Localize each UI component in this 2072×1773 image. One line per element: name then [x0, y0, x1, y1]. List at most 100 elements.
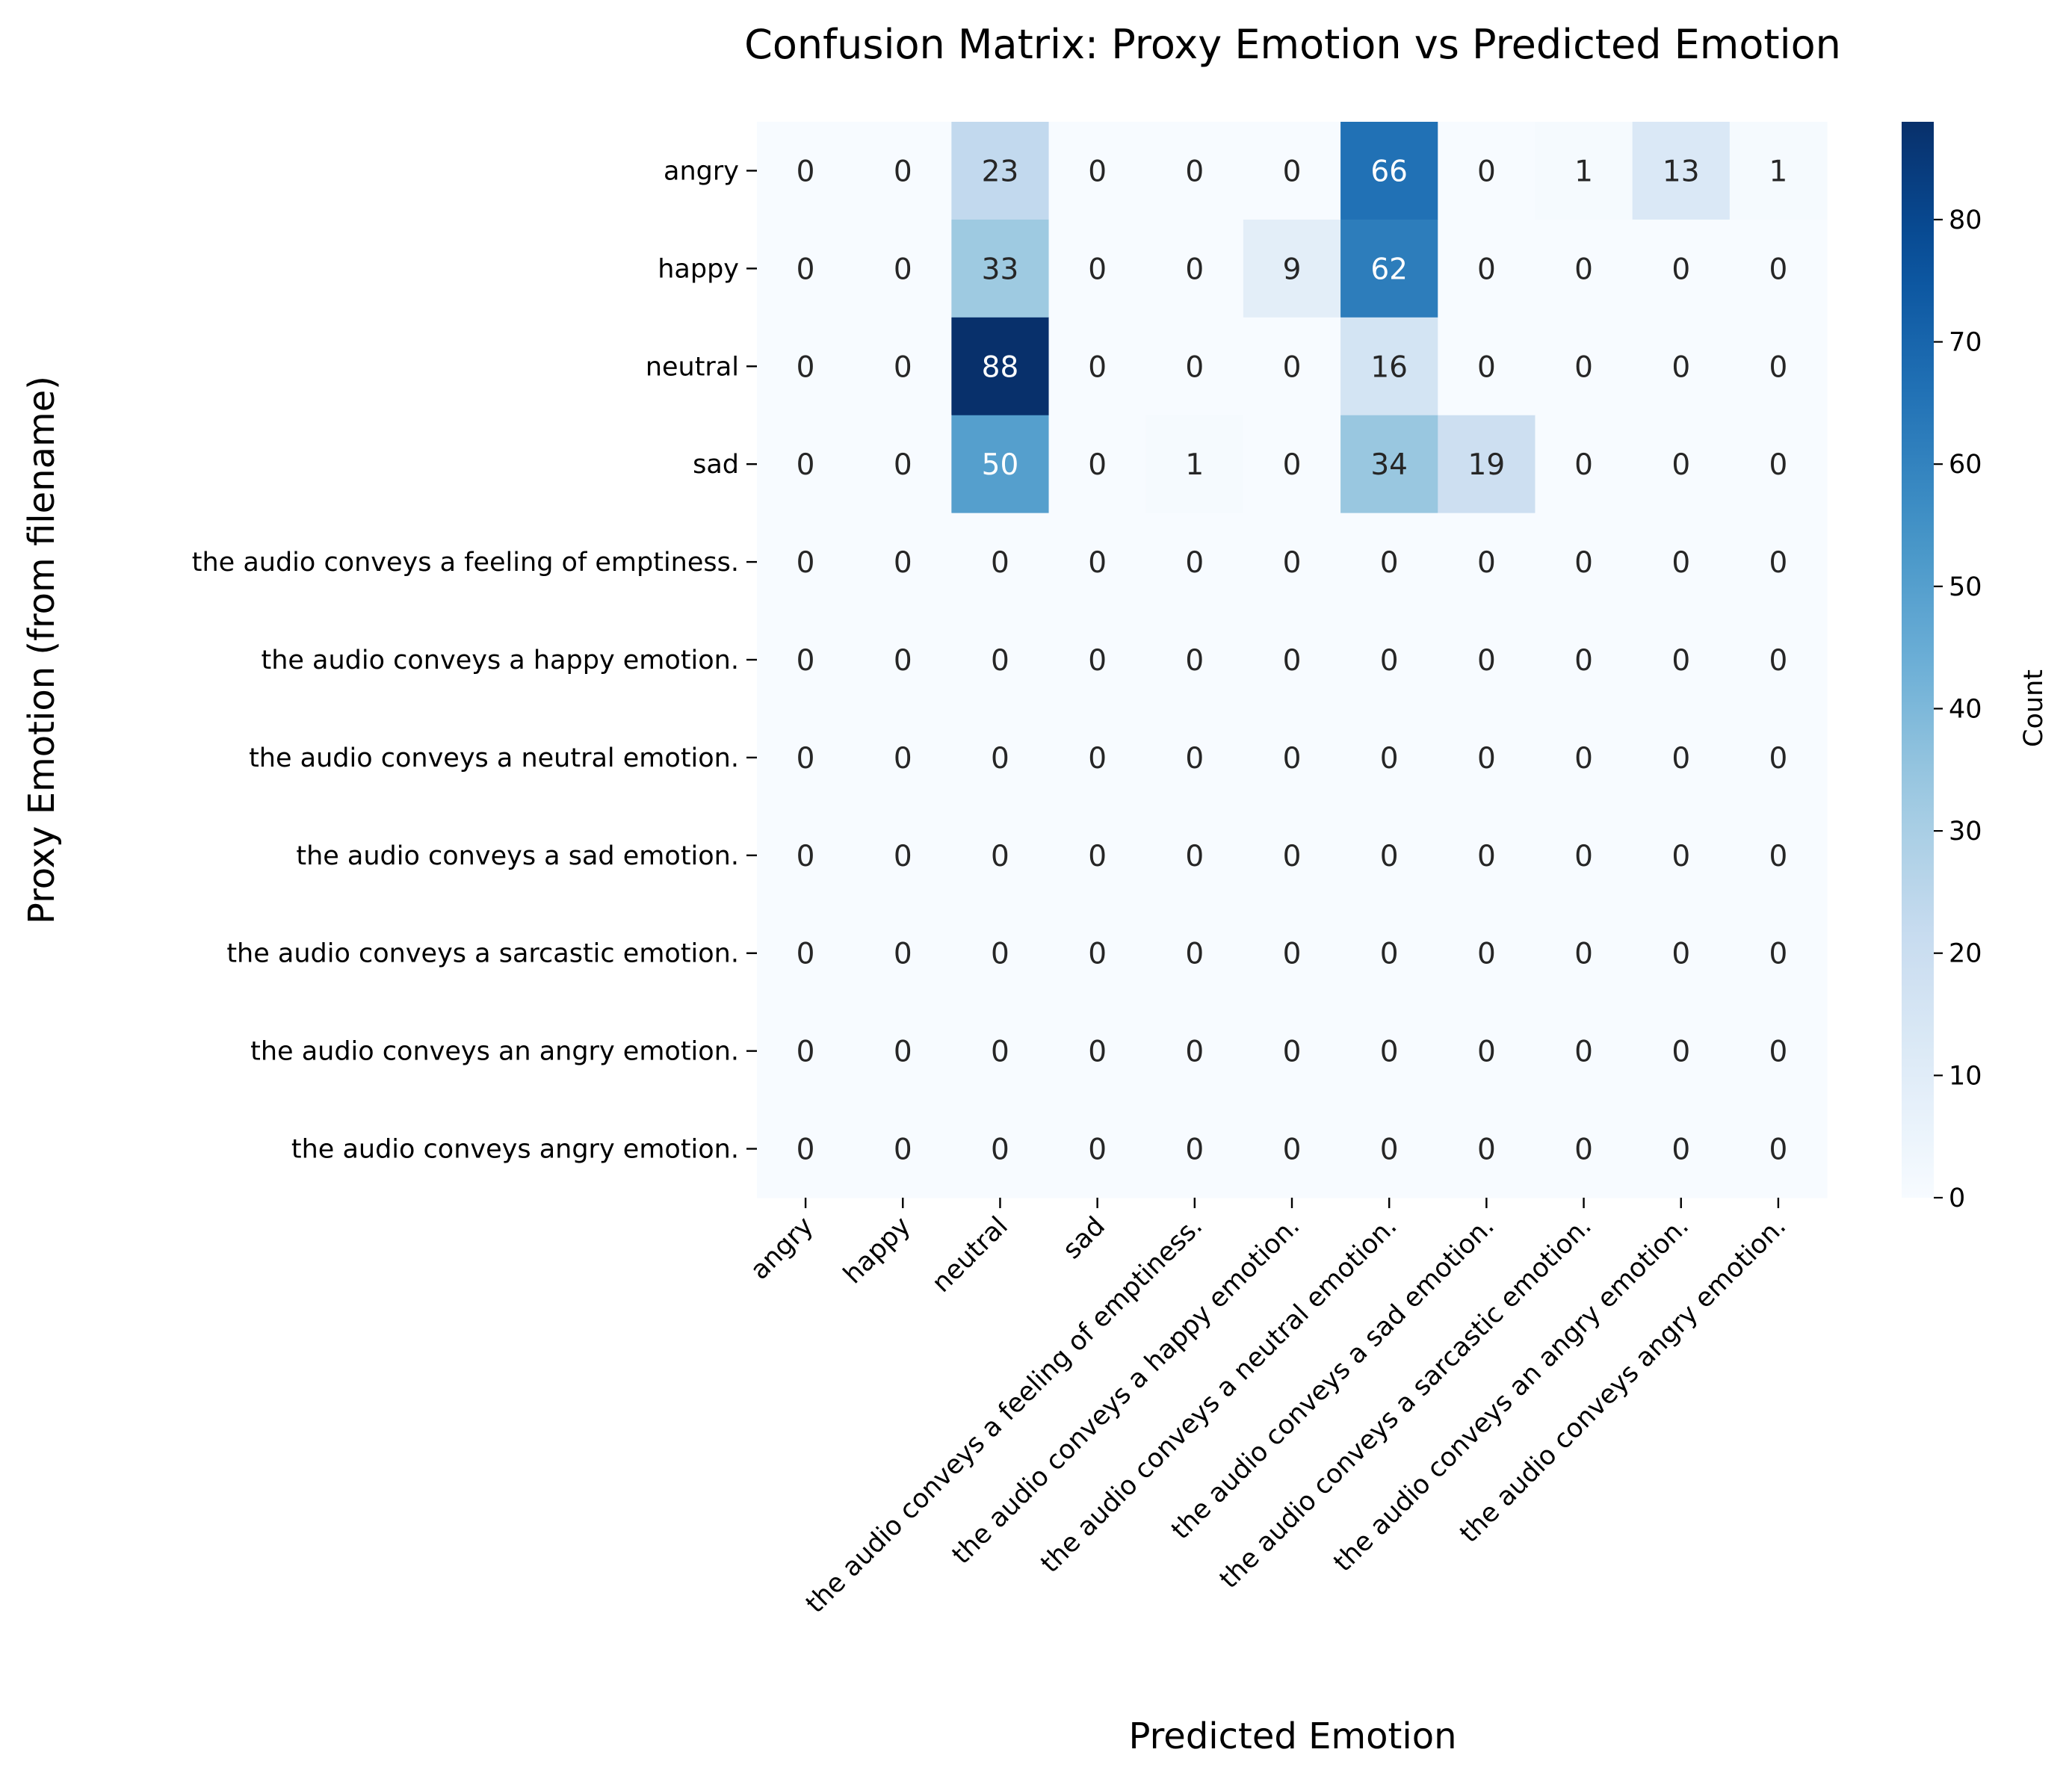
heatmap-cell	[1632, 904, 1731, 1003]
heatmap-cell	[1243, 415, 1341, 514]
heatmap-cell	[1535, 1100, 1633, 1198]
heatmap-cell	[1340, 708, 1438, 807]
cell-value-label: 0	[1769, 448, 1787, 482]
cell-value-label: 0	[991, 742, 1009, 776]
cell-value-label: 0	[1671, 644, 1690, 678]
cell-value-label: 0	[1088, 253, 1107, 286]
cell-value-label: 23	[982, 155, 1019, 188]
cell-value-label: 0	[1769, 253, 1787, 286]
heatmap-cell	[757, 806, 855, 905]
heatmap-cell	[1729, 904, 1828, 1003]
cell-value-label: 0	[1477, 155, 1496, 188]
heatmap-cell	[1243, 806, 1341, 905]
cell-value-label: 0	[1769, 742, 1787, 776]
cell-value-label: 0	[1477, 1133, 1496, 1167]
heatmap-cell	[1340, 610, 1438, 710]
heatmap-cell	[1340, 513, 1438, 612]
heatmap-cell	[1145, 513, 1244, 612]
heatmap-cell	[1535, 904, 1633, 1003]
x-tick-label: sad	[1057, 1211, 1111, 1265]
heatmap-cell	[854, 610, 952, 710]
colorbar-tick-label: 30	[1949, 817, 1982, 847]
cell-value-label: 0	[1769, 840, 1787, 873]
y-tick-label: the audio conveys a sad emotion.	[296, 841, 739, 871]
heatmap-cell	[951, 513, 1050, 612]
cell-value-label: 0	[797, 840, 815, 873]
cell-value-label: 0	[1283, 350, 1302, 384]
heatmap-cell	[951, 806, 1050, 905]
cell-value-label: 0	[1574, 840, 1593, 873]
cell-value-label: 0	[1574, 644, 1593, 678]
cell-value-label: 0	[894, 155, 912, 188]
cell-value-label: 0	[1283, 840, 1302, 873]
heatmap-cell	[757, 904, 855, 1003]
heatmap-cell	[1438, 415, 1536, 514]
x-tick-label: neutral	[927, 1211, 1014, 1299]
x-tick-label: the audio conveys a happy emotion.	[947, 1211, 1306, 1571]
cell-value-label: 0	[894, 253, 912, 286]
heatmap-cell	[1145, 415, 1244, 514]
heatmap-cell	[1438, 806, 1536, 905]
cell-value-label: 33	[982, 253, 1019, 286]
cell-value-label: 0	[1088, 350, 1107, 384]
heatmap-cell	[1048, 1100, 1147, 1198]
y-tick-label: the audio conveys a neutral emotion.	[249, 743, 739, 773]
heatmap-cell	[1048, 122, 1147, 220]
heatmap-cell	[1729, 1100, 1828, 1198]
colorbar-tick-label: 60	[1949, 450, 1982, 480]
heatmap-cell	[1145, 317, 1244, 416]
heatmap-cell	[1145, 610, 1244, 710]
heatmap-cell	[1535, 415, 1633, 514]
cell-value-label: 88	[982, 350, 1019, 384]
heatmap-cell	[951, 122, 1050, 220]
x-tick-label: the audio conveys an angry emotion.	[1328, 1211, 1695, 1578]
cell-value-label: 0	[797, 938, 815, 971]
cell-value-label: 1	[1574, 155, 1593, 188]
heatmap-cell	[951, 1100, 1050, 1198]
x-axis-label: Predicted Emotion	[1129, 1715, 1457, 1757]
cell-value-label: 0	[1574, 1133, 1593, 1167]
heatmap-cell	[1729, 1002, 1828, 1101]
cell-value-label: 13	[1663, 155, 1700, 188]
cell-value-label: 0	[991, 1036, 1009, 1069]
heatmap-cell	[1535, 806, 1633, 905]
heatmap-cell	[1145, 904, 1244, 1003]
heatmap-cell	[1535, 219, 1633, 318]
cell-value-label: 0	[1380, 938, 1399, 971]
cell-value-label: 0	[1671, 448, 1690, 482]
heatmap-cell	[1438, 122, 1536, 220]
cell-value-label: 16	[1370, 350, 1408, 384]
cell-value-label: 0	[1380, 546, 1399, 580]
heatmap-cell	[854, 708, 952, 807]
colorbar-label: Count	[2019, 669, 2049, 747]
cell-value-label: 0	[1671, 253, 1690, 286]
cell-value-label: 0	[1380, 840, 1399, 873]
cell-value-label: 0	[1088, 155, 1107, 188]
heatmap-cell	[1340, 122, 1438, 220]
y-axis-label: Proxy Emotion (from filename)	[21, 376, 63, 924]
cell-value-label: 0	[1574, 742, 1593, 776]
cell-value-label: 0	[894, 1133, 912, 1167]
cell-value-label: 0	[1185, 1036, 1204, 1069]
heatmap-cell	[1340, 317, 1438, 416]
cell-value-label: 0	[1380, 742, 1399, 776]
cell-value-label: 0	[1088, 1036, 1107, 1069]
heatmap-cell	[1438, 317, 1536, 416]
heatmap-cell	[1048, 317, 1147, 416]
cell-value-label: 0	[1671, 840, 1690, 873]
heatmap-cell	[1243, 1002, 1341, 1101]
heatmap-cell	[854, 122, 952, 220]
heatmap-cell	[757, 513, 855, 612]
cell-value-label: 0	[1283, 938, 1302, 971]
cell-value-label: 0	[1283, 742, 1302, 776]
colorbar-tick-label: 40	[1949, 694, 1982, 724]
heatmap-cell	[854, 317, 952, 416]
y-axis-ticks: angry happy neutral sad the audio conveys a …	[192, 156, 757, 1165]
heatmap-cell	[854, 806, 952, 905]
heatmap-cell	[1632, 1100, 1731, 1198]
heatmap-cell	[1145, 122, 1244, 220]
colorbar-tick-label: 70	[1949, 328, 1982, 358]
cell-value-label: 0	[1283, 1133, 1302, 1167]
cell-value-label: 0	[991, 1133, 1009, 1167]
cell-value-label: 0	[1185, 938, 1204, 971]
